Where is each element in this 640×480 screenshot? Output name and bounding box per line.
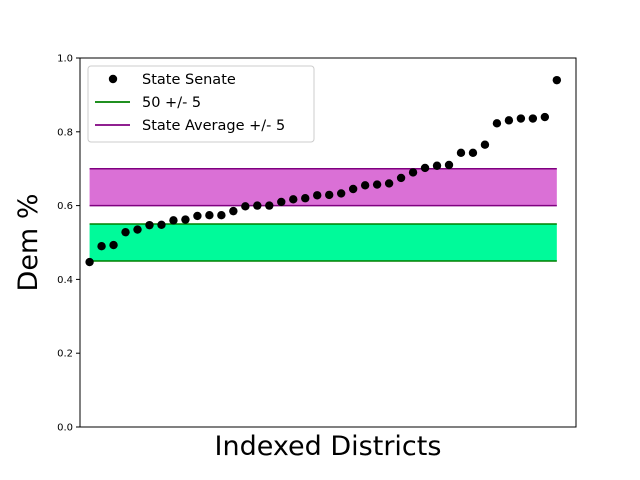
data-point-8 <box>169 216 178 225</box>
data-point-1 <box>85 257 94 267</box>
legend-label-2: State Average +/- 5 <box>142 118 285 134</box>
data-point-11 <box>205 210 214 220</box>
band-fill-0 <box>89 224 557 261</box>
data-point-31 <box>444 160 454 170</box>
data-point-16 <box>265 201 274 210</box>
data-point-9 <box>181 215 190 224</box>
legend-label-0: State Senate <box>142 72 236 88</box>
data-point-17 <box>277 197 286 207</box>
data-point-30 <box>432 161 442 170</box>
y-tick-label-0: 0.0 <box>57 423 73 434</box>
x-axis-label: Indexed Districts <box>215 431 442 462</box>
data-point-23 <box>348 184 358 194</box>
data-point-15 <box>253 201 262 210</box>
data-point-25 <box>372 180 382 189</box>
data-point-5 <box>133 225 142 234</box>
legend-marker-state-senate <box>108 74 118 84</box>
data-point-10 <box>193 211 202 221</box>
plot-frame <box>79 57 577 428</box>
data-point-2 <box>97 241 106 251</box>
legend-box <box>87 65 315 143</box>
y-tick-label-4: 0.8 <box>57 127 73 138</box>
y-tick-label-5: 1.0 <box>57 54 73 65</box>
data-point-35 <box>492 119 502 128</box>
data-point-29 <box>420 163 430 173</box>
data-point-7 <box>157 220 166 229</box>
y-axis: 0.0 0.2 0.4 0.6 0.8 1.0 <box>57 54 80 434</box>
data-point-33 <box>468 148 478 158</box>
data-point-40 <box>552 75 562 85</box>
points-layer <box>85 75 562 267</box>
data-point-36 <box>504 116 514 125</box>
data-point-4 <box>121 227 130 237</box>
data-point-22 <box>336 189 346 198</box>
data-point-34 <box>480 140 490 149</box>
legend-label-1: 50 +/- 5 <box>142 95 201 111</box>
y-tick-label-3: 0.6 <box>57 201 73 212</box>
data-point-14 <box>241 202 250 211</box>
data-point-12 <box>217 210 226 220</box>
data-point-13 <box>229 206 238 216</box>
data-point-19 <box>301 194 310 203</box>
band-fill-1 <box>89 168 557 206</box>
y-tick-label-2: 0.4 <box>57 275 73 286</box>
data-point-37 <box>516 114 526 123</box>
data-point-20 <box>313 191 322 200</box>
data-point-21 <box>324 190 334 200</box>
legend: State Senate 50 +/- 5 State Average +/- 5 <box>87 65 315 143</box>
data-point-26 <box>384 179 394 188</box>
data-point-27 <box>396 173 406 183</box>
data-point-39 <box>540 112 550 122</box>
data-point-6 <box>145 220 154 230</box>
data-point-18 <box>289 195 298 204</box>
data-point-38 <box>528 114 538 123</box>
y-axis-label: Dem % <box>13 194 44 292</box>
data-point-3 <box>109 240 118 250</box>
bands-layer <box>89 167 557 262</box>
data-point-32 <box>456 148 466 158</box>
y-tick-label-1: 0.2 <box>57 349 73 360</box>
data-point-24 <box>360 181 370 190</box>
data-point-28 <box>408 168 418 177</box>
